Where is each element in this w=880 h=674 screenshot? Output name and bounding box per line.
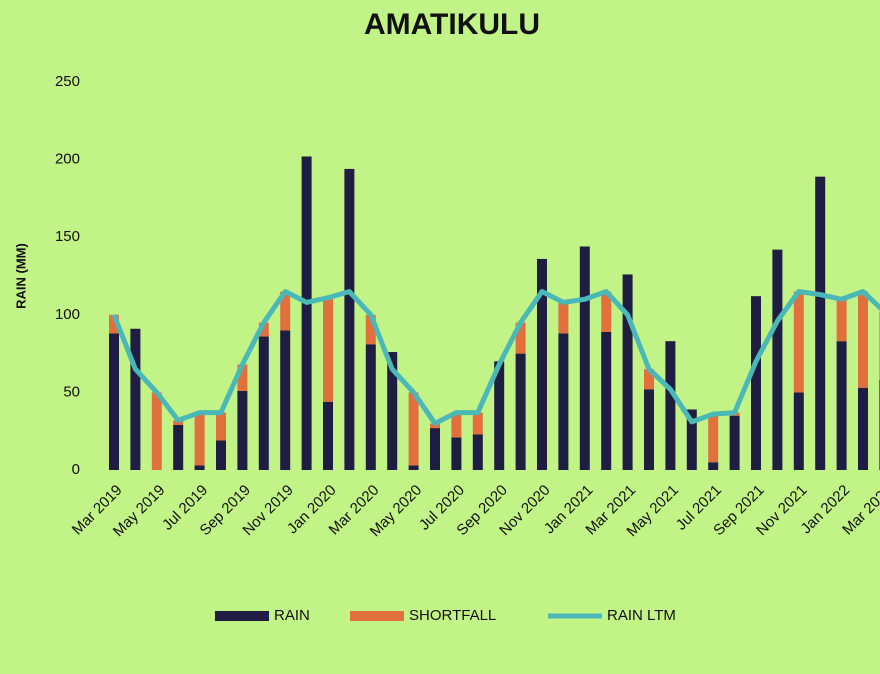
bar [280,330,291,470]
bar [451,412,462,438]
bar [772,249,783,470]
bar [515,322,526,354]
bar [793,392,804,470]
bar [151,392,162,470]
y-tick-label: 100 [55,306,80,323]
legend-label: RAIN LTM [607,607,676,624]
bar [408,392,419,466]
bar [237,390,248,470]
bar [858,291,868,388]
bar [815,176,826,470]
bar [708,414,719,463]
bar [686,409,697,470]
y-tick-label: 250 [55,73,80,90]
bar [601,331,612,470]
bar [323,297,333,402]
bar [173,424,184,470]
bar [665,341,676,470]
bar [579,246,590,470]
bar [558,302,569,334]
bar [109,333,119,470]
bar [408,465,419,470]
bar [708,462,719,470]
bar [258,322,269,337]
bar [472,434,483,470]
bar [836,299,847,342]
bar [387,352,398,470]
bar [237,364,248,391]
legend-swatch [350,611,404,621]
chart-title: AMATIKULU [364,8,540,41]
y-tick-label: 200 [55,151,80,168]
bar [301,156,312,470]
bar [644,389,654,470]
bar [537,258,547,470]
y-tick-label: 0 [72,461,80,478]
legend-swatch [215,611,269,621]
y-axis-title: RAIN (MM) [13,243,28,309]
y-tick-label: 150 [55,228,80,245]
bar [365,314,376,345]
bar [365,344,376,470]
line [111,289,880,426]
bar [644,369,654,390]
bar [472,412,483,435]
bar [494,361,505,470]
y-tick-label: 50 [63,383,80,400]
bar [430,428,440,470]
bar [622,274,633,470]
bar [323,401,333,470]
bar [515,353,526,470]
bar [258,336,269,470]
bar [194,412,205,466]
bar [601,291,612,332]
legend-label: SHORTFALL [409,607,496,624]
bar [194,465,205,470]
bar [280,291,291,331]
bar [130,328,141,470]
bar [751,296,761,470]
bar [109,314,119,334]
bar [858,387,868,470]
legend-label: RAIN [274,607,310,624]
bar [729,415,740,470]
bar [216,412,226,441]
bar [451,437,462,470]
bar [216,440,226,470]
bar [793,291,804,393]
bar [836,341,847,470]
bar [558,333,569,470]
bar [344,168,355,471]
